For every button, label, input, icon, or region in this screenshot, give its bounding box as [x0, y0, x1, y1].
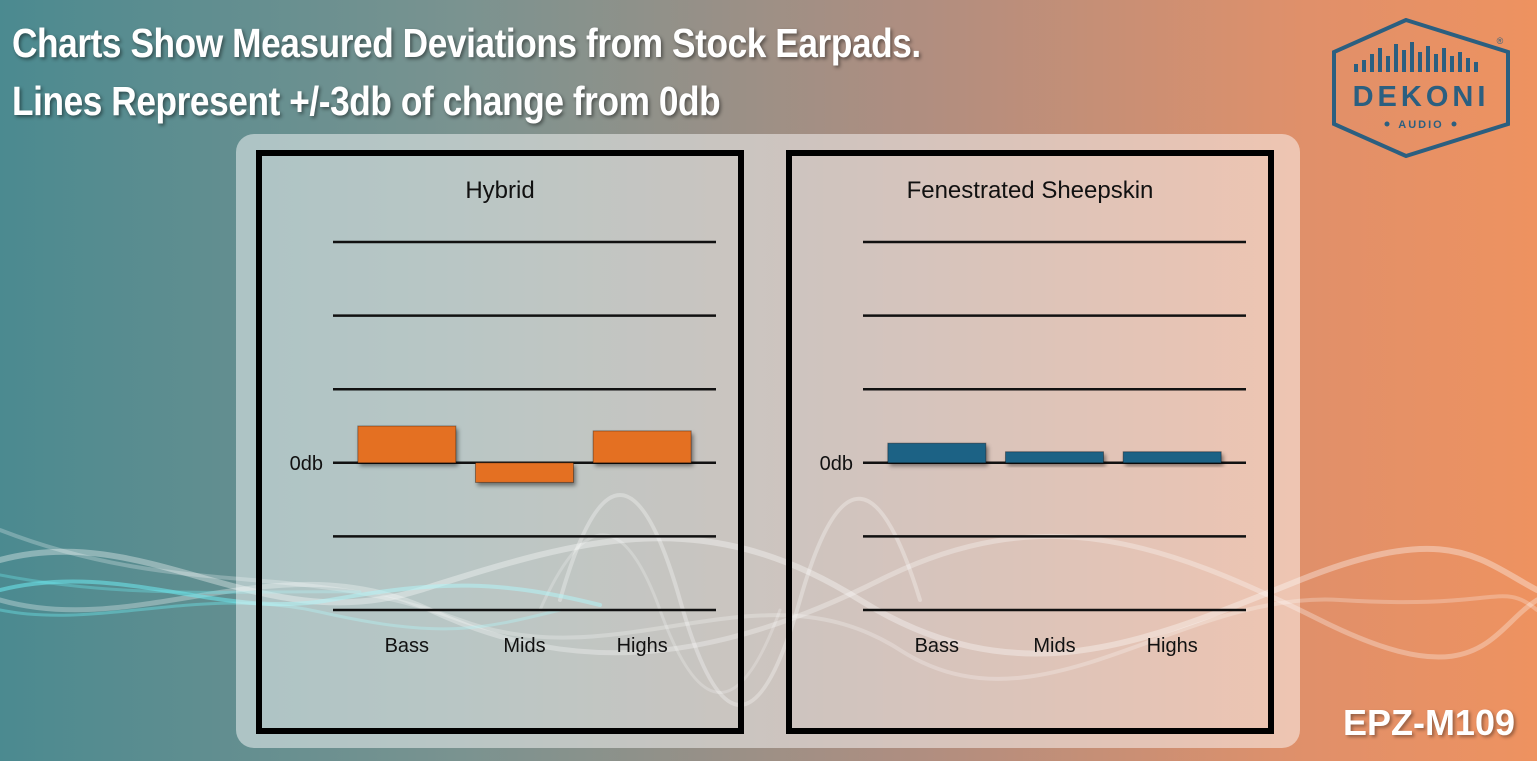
- headline-line-2: Lines Represent +/-3db of change from 0d…: [12, 78, 721, 124]
- sheepskin-category-label: Highs: [1147, 635, 1198, 657]
- product-code: EPZ-M109: [1342, 702, 1515, 743]
- sheepskin-chart-plot: Fenestrated Sheepskin 0db Bass Mids Highs: [786, 150, 1274, 734]
- sheepskin-chart: Fenestrated Sheepskin 0db Bass Mids Highs: [786, 150, 1274, 734]
- sheepskin-chart-frame: [786, 150, 1274, 734]
- hybrid-chart-frame: [256, 150, 744, 734]
- hybrid-category-label: Bass: [385, 635, 429, 657]
- headline-line-1: Charts Show Measured Deviations from Sto…: [12, 20, 921, 66]
- sheepskin-category-label: Mids: [1033, 635, 1075, 657]
- logo-brand: DEKONI: [1353, 81, 1490, 113]
- hybrid-zero-label: 0db: [290, 453, 323, 475]
- hybrid-category-label: Mids: [503, 635, 545, 657]
- hybrid-chart-title: Hybrid: [465, 177, 534, 204]
- dekoni-audio-logo: DEKONI AUDIO ®: [1332, 18, 1510, 158]
- hybrid-bar-bass: [357, 425, 457, 464]
- hybrid-category-label: Highs: [617, 635, 668, 657]
- logo-sub: AUDIO: [1398, 119, 1443, 131]
- sheepskin-bar-bass: [887, 442, 987, 464]
- hybrid-bar-highs: [592, 430, 692, 464]
- hybrid-bar-mids: [475, 462, 574, 483]
- hybrid-chart-plot: Hybrid 0db Bass Mids Highs: [256, 150, 744, 734]
- headline: Charts Show Measured Deviations from Sto…: [12, 14, 921, 130]
- registered-mark: ®: [1497, 36, 1504, 46]
- sheepskin-bar-highs: [1122, 451, 1222, 464]
- sheepskin-zero-label: 0db: [820, 453, 853, 475]
- hybrid-chart: Hybrid 0db Bass Mids Highs: [256, 150, 744, 734]
- sheepskin-chart-title: Fenestrated Sheepskin: [907, 177, 1154, 204]
- sheepskin-bar-mids: [1005, 451, 1104, 464]
- sheepskin-category-label: Bass: [915, 635, 959, 657]
